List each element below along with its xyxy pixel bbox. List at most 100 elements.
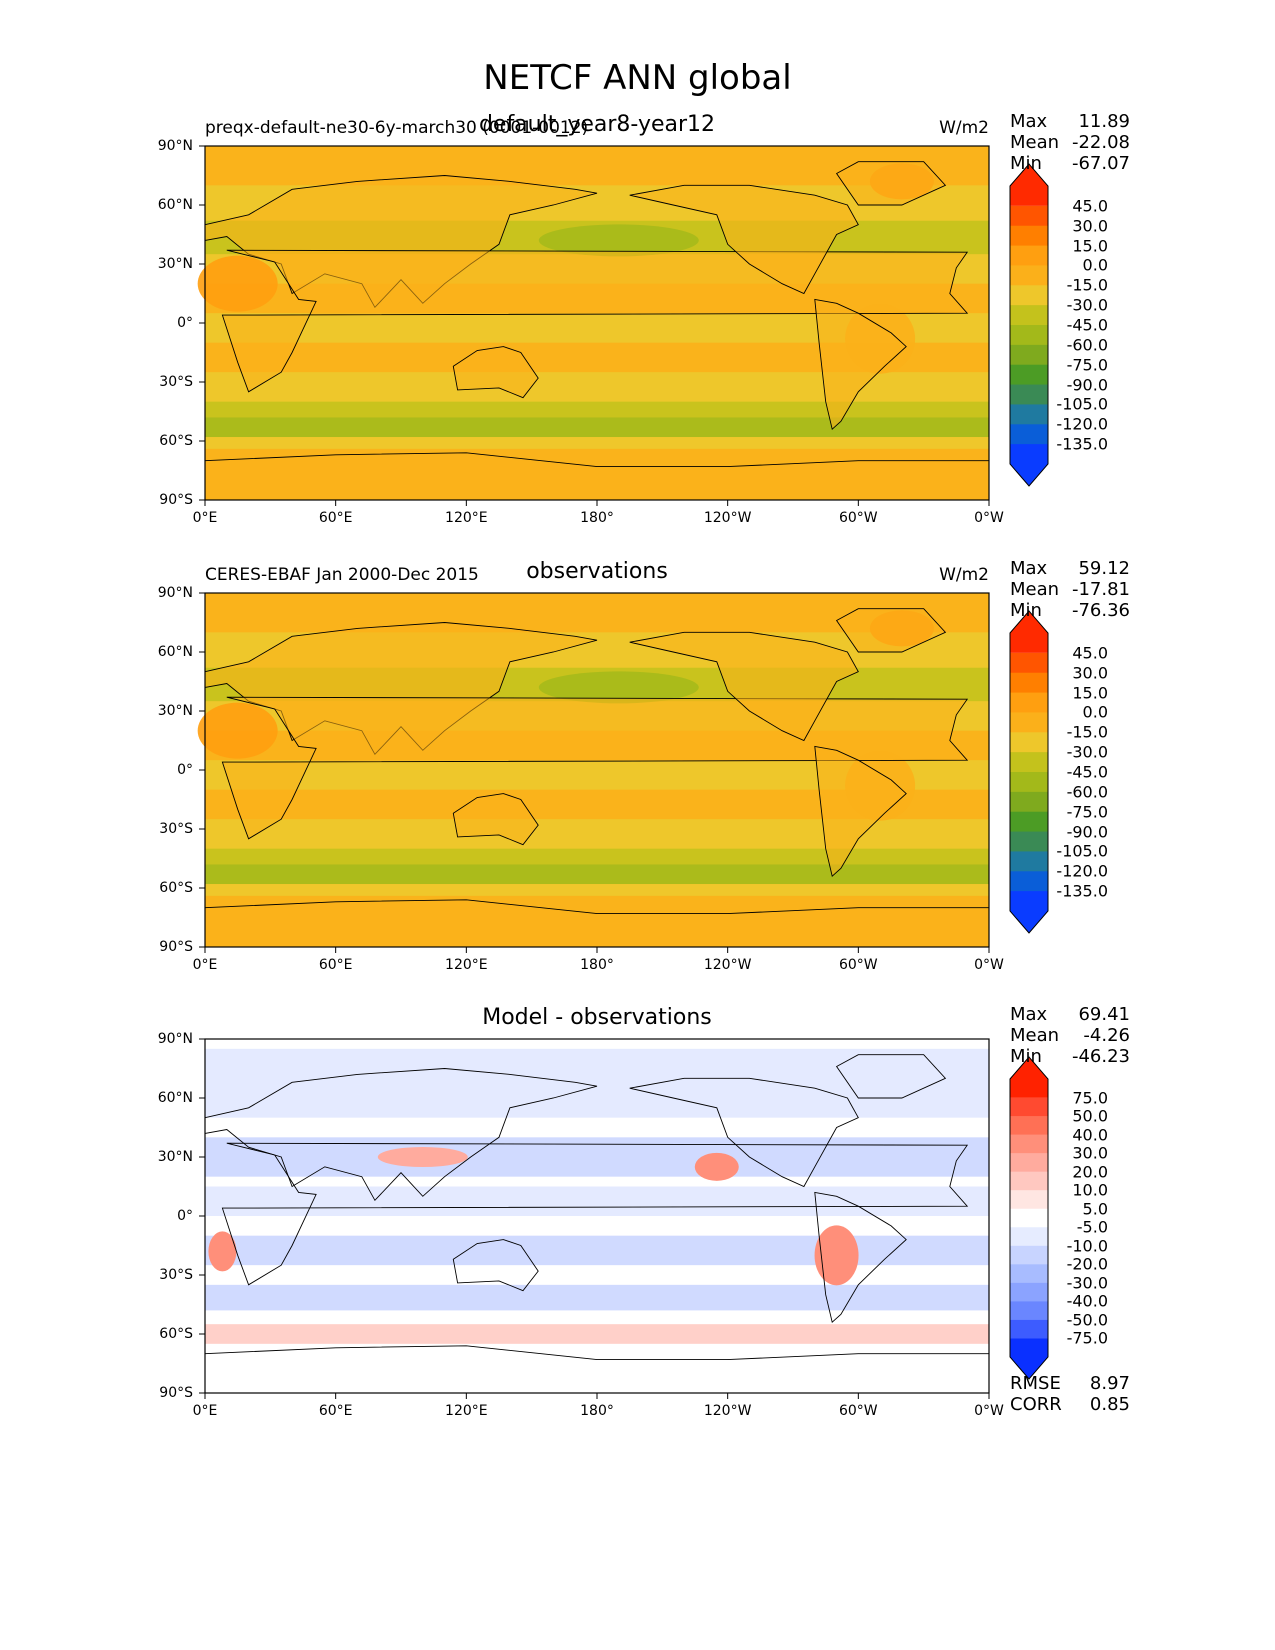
stat-label-min: Min xyxy=(1010,1046,1042,1067)
colorbar-segment-12 xyxy=(1010,424,1048,445)
y-tick-label: 30°S xyxy=(159,821,193,837)
panel-units: W/m2 xyxy=(939,565,989,585)
sahara-region xyxy=(197,255,278,312)
field-band-4 xyxy=(205,1284,989,1311)
x-tick-label: 0°W xyxy=(974,957,1004,973)
coastline-5 xyxy=(835,161,947,206)
colorbar-label: -30.0 xyxy=(1066,295,1108,315)
field-band-6 xyxy=(205,437,989,449)
north-pacific-cloud-region xyxy=(538,671,699,704)
coastline-1 xyxy=(221,1142,969,1286)
stat-label-max: Max xyxy=(1010,111,1048,132)
colorbar-segment-10 xyxy=(1010,384,1048,405)
colorbar-label: -75.0 xyxy=(1066,355,1108,375)
colorbar-label: -60.0 xyxy=(1066,335,1108,355)
coastline-2 xyxy=(452,1239,539,1292)
field-band-2 xyxy=(205,1186,989,1216)
positive-anomaly-namibia xyxy=(208,1231,237,1272)
colorbar-segment-12 xyxy=(1010,1301,1048,1321)
panel-center-title: Model - observations xyxy=(482,1005,712,1030)
colorbar-label: -75.0 xyxy=(1066,1328,1108,1348)
stat-label-min: Min xyxy=(1010,153,1042,174)
colorbar-segment-6 xyxy=(1010,1190,1048,1210)
colorbar-segment-8 xyxy=(1010,344,1048,366)
colorbar-label: 5.0 xyxy=(1082,1199,1108,1219)
x-tick-label: 60°W xyxy=(838,510,878,526)
x-tick-label: 180° xyxy=(580,957,614,973)
stat-label-mean: Mean xyxy=(1010,579,1060,600)
x-tick-label: 120°W xyxy=(703,1403,752,1419)
x-tick-label: 180° xyxy=(580,510,614,526)
y-tick-label: 60°N xyxy=(157,1090,193,1106)
colorbar-label: -40.0 xyxy=(1066,1291,1108,1311)
colorbar-segment-13 xyxy=(1010,444,1048,486)
colorbar-segment-13 xyxy=(1010,1319,1048,1339)
y-tick-label: 0° xyxy=(177,1208,193,1224)
colorbar-label: -20.0 xyxy=(1066,1254,1108,1274)
colorbar-label: -15.0 xyxy=(1066,275,1108,295)
colorbar-label: 20.0 xyxy=(1072,1162,1108,1182)
panel-svg xyxy=(199,1038,1049,1399)
colorbar-segment-11 xyxy=(1010,404,1048,425)
colorbar-segment-9 xyxy=(1010,811,1048,833)
y-tick-label: 0° xyxy=(177,762,193,778)
y-tick-label: 90°N xyxy=(157,585,193,601)
colorbar-segment-1 xyxy=(1010,652,1048,674)
y-tick-label: 60°N xyxy=(157,197,193,213)
y-tick-label: 60°N xyxy=(157,644,193,660)
x-tick-label: 60°E xyxy=(318,957,353,973)
stat-label-min: Min xyxy=(1010,600,1042,621)
colorbar-label: 45.0 xyxy=(1072,643,1108,663)
x-tick-label: 120°E xyxy=(445,1403,488,1419)
colorbar-label: -45.0 xyxy=(1066,315,1108,335)
colorbar-segment-5 xyxy=(1010,1171,1048,1191)
y-tick-label: 0° xyxy=(177,315,193,331)
coastline-3 xyxy=(629,184,859,295)
y-tick-label: 60°S xyxy=(159,1326,193,1342)
x-tick-label: 60°E xyxy=(318,1403,353,1419)
colorbar-label: -135.0 xyxy=(1056,434,1108,454)
colorbar-outline xyxy=(1009,610,1049,934)
panel-svg xyxy=(197,592,1049,953)
colorbar-segment-12 xyxy=(1010,871,1048,892)
x-tick-label: 0°E xyxy=(192,1403,218,1419)
y-tick-label: 90°N xyxy=(157,138,193,154)
y-tick-label: 90°N xyxy=(157,1031,193,1047)
coastline-2 xyxy=(452,346,539,399)
y-tick-label: 90°S xyxy=(159,939,193,955)
field-band-5 xyxy=(205,1324,989,1344)
panel-left-label: CERES-EBAF Jan 2000-Dec 2015 xyxy=(205,565,479,585)
colorbar-label: 40.0 xyxy=(1072,1125,1108,1145)
colorbar-label: -30.0 xyxy=(1066,1273,1108,1293)
colorbar-label: -60.0 xyxy=(1066,782,1108,802)
x-tick-label: 120°E xyxy=(445,510,488,526)
coastline-0 xyxy=(204,1068,598,1202)
field-band-0 xyxy=(205,1048,989,1118)
metric-label-corr: CORR xyxy=(1010,1394,1062,1415)
colorbar-outline xyxy=(1009,163,1049,487)
colorbar-label: 30.0 xyxy=(1072,216,1108,236)
colorbar-segment-14 xyxy=(1010,1338,1048,1379)
metric-value-rmse: 8.97 xyxy=(1089,1373,1130,1394)
positive-anomaly-andes xyxy=(814,1225,859,1286)
colorbar-label: -5.0 xyxy=(1076,1217,1108,1237)
colorbar-segment-5 xyxy=(1010,285,1048,306)
coastline-5 xyxy=(835,1054,947,1099)
coastline-1 xyxy=(221,249,969,393)
stat-value-mean: -4.26 xyxy=(1083,1025,1130,1046)
panel-difference: 90°N 60°N 30°N 0° 30°S 60°S 90°S 0°E 60°E 120°E 18… xyxy=(0,1003,1275,1463)
colorbar-segment-2 xyxy=(1010,672,1048,694)
colorbar-segment-2 xyxy=(1010,225,1048,247)
colorbar-segment-3 xyxy=(1010,1134,1048,1154)
panel-units: W/m2 xyxy=(939,118,989,138)
colorbar-label: 0.0 xyxy=(1082,702,1108,722)
field-band-5 xyxy=(205,417,989,438)
colorbar-label: -120.0 xyxy=(1056,861,1108,881)
colorbar-outline xyxy=(1009,1056,1049,1380)
x-tick-label: 0°W xyxy=(974,1403,1004,1419)
colorbar-segment-11 xyxy=(1010,1282,1048,1302)
colorbar-segment-2 xyxy=(1010,1116,1048,1136)
panel-center-title: default_year8-year12 xyxy=(478,112,716,137)
stat-label-max: Max xyxy=(1010,1004,1048,1025)
colorbar-segment-8 xyxy=(1010,1227,1048,1247)
